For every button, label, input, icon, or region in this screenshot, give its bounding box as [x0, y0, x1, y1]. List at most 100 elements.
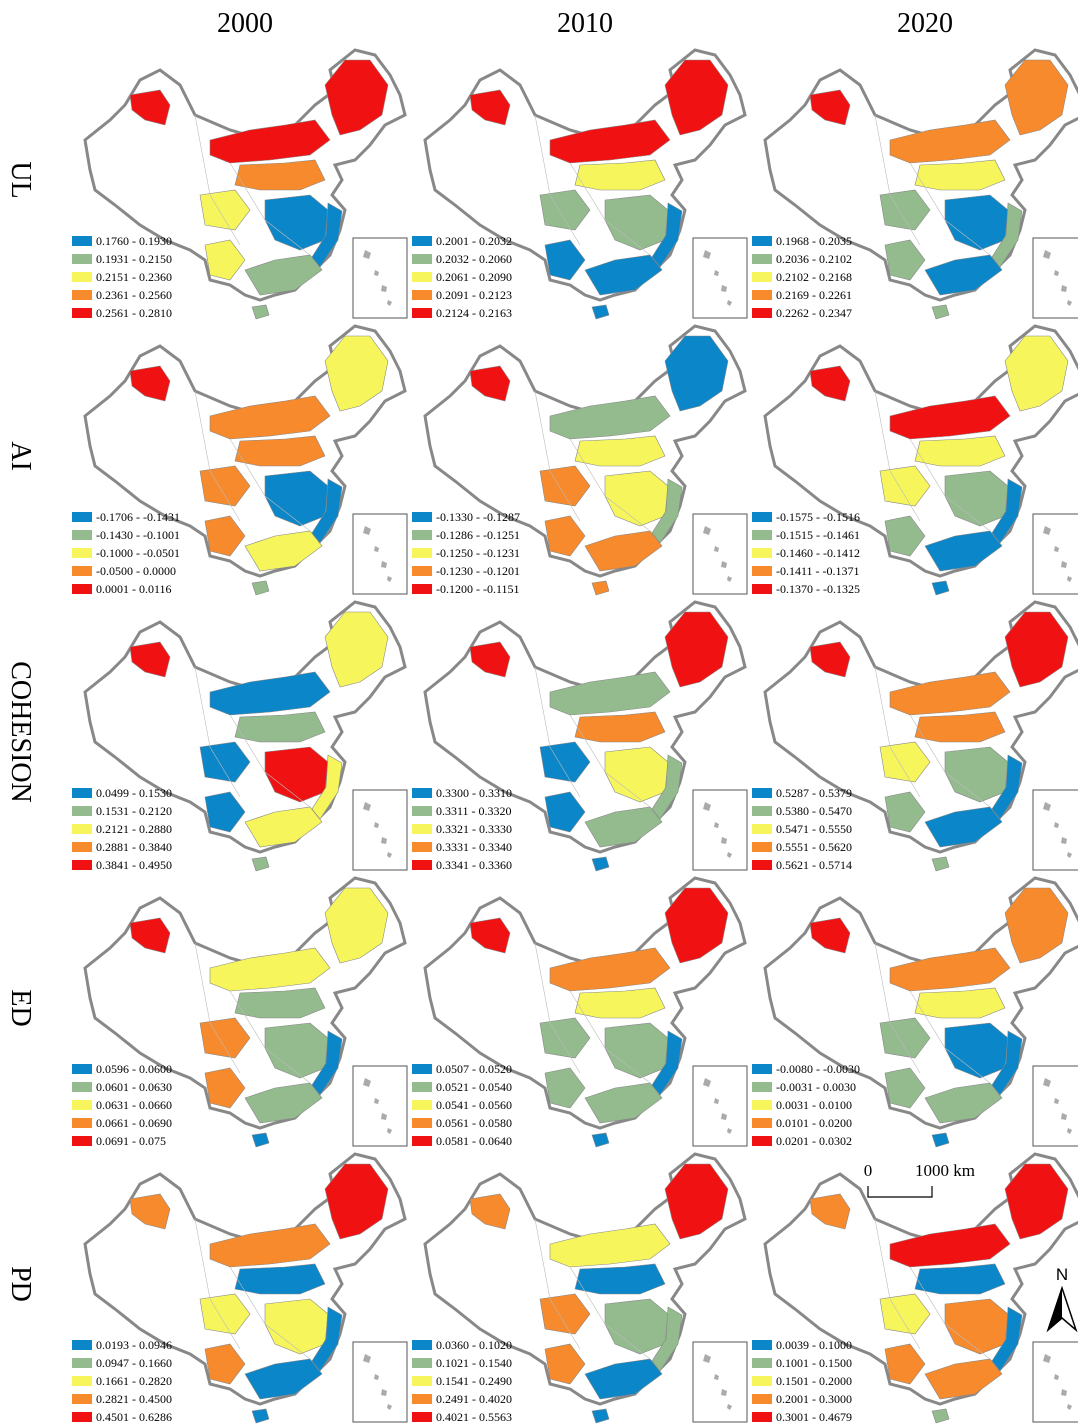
province-region — [592, 1133, 609, 1147]
legend-label: 0.2102 - 0.2168 — [776, 270, 852, 284]
legend-swatch — [412, 1064, 432, 1074]
legend-label: 0.2262 - 0.2347 — [776, 306, 852, 320]
legend-label: 0.2001 - 0.3000 — [776, 1392, 852, 1406]
legend-label: -0.1411 - -0.1371 — [776, 564, 860, 578]
legend-label: -0.1000 - -0.0501 — [96, 546, 180, 560]
legend-swatch — [72, 566, 92, 576]
legend-label: 0.0201 - 0.0302 — [776, 1134, 852, 1148]
legend-label: -0.1286 - -0.1251 — [436, 528, 520, 542]
legend-label: -0.0031 - 0.0030 — [776, 1080, 856, 1094]
scale-end: 1000 km — [915, 1161, 975, 1180]
legend-swatch — [412, 584, 432, 594]
map-panel: 0.0193 - 0.09460.0947 - 0.16600.1661 - 0… — [72, 1154, 407, 1424]
province-region — [575, 712, 665, 742]
province-region — [575, 436, 665, 466]
legend-swatch — [412, 290, 432, 300]
inset-box — [693, 238, 747, 318]
legend-swatch — [752, 1064, 772, 1074]
north-arrow: N — [1048, 1265, 1076, 1330]
map-panel: 0.0360 - 0.10200.1021 - 0.15400.1541 - 0… — [412, 1154, 747, 1424]
province-region — [252, 857, 269, 871]
figure: 0 1000 km N 200020102020UL0.1760 - 0.193… — [0, 0, 1078, 1425]
north-label: N — [1056, 1265, 1068, 1284]
map-panel: -0.1330 - -0.1287-0.1286 - -0.1251-0.125… — [412, 326, 747, 596]
legend-label: 0.1760 - 0.1930 — [96, 234, 172, 248]
legend-label: 0.1968 - 0.2035 — [776, 234, 852, 248]
legend-swatch — [752, 1358, 772, 1368]
inset-box — [353, 1066, 407, 1146]
legend-swatch — [72, 512, 92, 522]
province-region — [915, 1264, 1005, 1294]
legend-swatch — [412, 236, 432, 246]
legend-label: 0.0691 - 0.075 — [96, 1134, 166, 1148]
legend-label: 0.3321 - 0.3330 — [436, 822, 512, 836]
legend-swatch — [752, 254, 772, 264]
legend-swatch — [412, 1412, 432, 1422]
legend-swatch — [412, 1376, 432, 1386]
legend-swatch — [752, 530, 772, 540]
legend-label: 0.1661 - 0.2820 — [96, 1374, 172, 1388]
legend-swatch — [72, 1340, 92, 1350]
legend-label: 0.5287 - 0.5379 — [776, 786, 852, 800]
legend-swatch — [752, 824, 772, 834]
legend-label: 0.2361 - 0.2560 — [96, 288, 172, 302]
legend-label: 0.2561 - 0.2810 — [96, 306, 172, 320]
inset-box — [693, 1342, 747, 1422]
legend-label: 0.2032 - 0.2060 — [436, 252, 512, 266]
legend-swatch — [412, 1118, 432, 1128]
column-title: 2000 — [217, 8, 273, 39]
legend-swatch — [752, 806, 772, 816]
legend-swatch — [752, 566, 772, 576]
province-region — [235, 160, 325, 190]
legend-label: 0.1021 - 0.1540 — [436, 1356, 512, 1370]
legend-label: 0.0001 - 0.0116 — [96, 582, 172, 596]
column-title: 2010 — [557, 8, 613, 39]
legend-label: 0.2121 - 0.2880 — [96, 822, 172, 836]
legend-label: -0.0500 - 0.0000 — [96, 564, 176, 578]
inset-box — [353, 514, 407, 594]
legend-label: 0.3311 - 0.3320 — [436, 804, 512, 818]
map-panel: -0.1575 - -0.1516-0.1515 - -0.1461-0.146… — [752, 326, 1078, 596]
legend-swatch — [72, 548, 92, 558]
legend-label: 0.0360 - 0.1020 — [436, 1338, 512, 1352]
legend-swatch — [752, 308, 772, 318]
province-region — [575, 1264, 665, 1294]
province-region — [592, 857, 609, 871]
inset-box — [693, 790, 747, 870]
legend-swatch — [752, 1118, 772, 1128]
inset-box — [1033, 790, 1078, 870]
province-region — [915, 988, 1005, 1018]
legend-swatch — [412, 566, 432, 576]
inset-box — [693, 514, 747, 594]
legend-label: 0.0631 - 0.0660 — [96, 1098, 172, 1112]
legend-swatch — [72, 1412, 92, 1422]
map-panel: 0.1968 - 0.20350.2036 - 0.21020.2102 - 0… — [752, 50, 1078, 320]
scale-line — [868, 1186, 932, 1197]
legend-swatch — [72, 824, 92, 834]
legend-swatch — [752, 1100, 772, 1110]
legend-label: 0.5551 - 0.5620 — [776, 840, 852, 854]
legend-label: 0.0581 - 0.0640 — [436, 1134, 512, 1148]
legend-swatch — [72, 788, 92, 798]
legend-swatch — [72, 530, 92, 540]
legend-swatch — [72, 272, 92, 282]
legend-label: 0.1931 - 0.2150 — [96, 252, 172, 266]
legend-label: 0.2881 - 0.3840 — [96, 840, 172, 854]
legend-label: -0.0080 - -0.0030 — [776, 1062, 860, 1076]
legend-label: -0.1575 - -0.1516 — [776, 510, 860, 524]
legend-label: 0.2001 - 0.2032 — [436, 234, 512, 248]
map-panel: 0.0507 - 0.05200.0521 - 0.05400.0541 - 0… — [412, 878, 747, 1148]
legend-swatch — [412, 254, 432, 264]
legend-label: 0.3331 - 0.3340 — [436, 840, 512, 854]
legend-label: 0.2091 - 0.2123 — [436, 288, 512, 302]
legend-swatch — [752, 236, 772, 246]
map-panel: 0.0499 - 0.15300.1531 - 0.21200.2121 - 0… — [72, 602, 407, 872]
legend-swatch — [72, 1100, 92, 1110]
legend-label: 0.0039 - 0.1000 — [776, 1338, 852, 1352]
province-region — [252, 1409, 269, 1423]
province-region — [575, 160, 665, 190]
legend-label: 0.0521 - 0.0540 — [436, 1080, 512, 1094]
legend-swatch — [72, 1136, 92, 1146]
inset-box — [1033, 238, 1078, 318]
